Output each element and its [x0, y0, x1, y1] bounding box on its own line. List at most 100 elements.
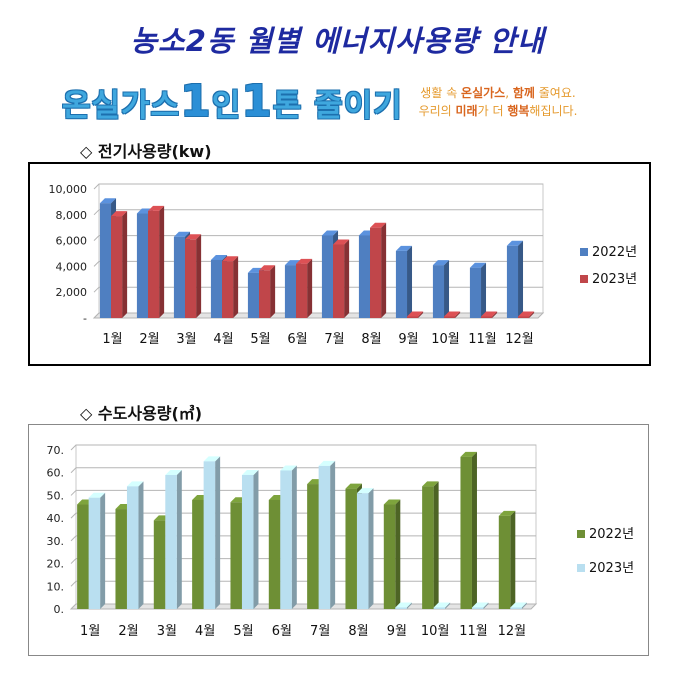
x-tick-label: 1월	[80, 624, 100, 639]
slogan-part: 인	[211, 88, 242, 124]
bar-series-a	[432, 260, 450, 318]
x-tick-label: 11월	[468, 332, 497, 347]
y-tick-label: 60.	[47, 467, 65, 480]
bar-series-b	[222, 256, 239, 318]
x-tick-label: 5월	[233, 624, 253, 639]
y-tick-label: 2,000	[56, 286, 88, 299]
bar-series-b	[444, 311, 461, 318]
water-chart-panel: 0. 10. 20. 30. 40. 50. 60. 70. 1월 2월 3월 4월 5월 6월 7월 8월 9…	[28, 424, 649, 656]
bar-series-b	[471, 602, 489, 609]
legend-label: 2023년	[592, 272, 637, 287]
gridline-side	[93, 183, 100, 190]
electric-chart-panel: - 2,000 4,000 6,000 8,000 10,000 1월 2월 3월 4월 5월 6월 7…	[28, 162, 651, 366]
x-tick-label: 9월	[387, 624, 407, 639]
bar-series-b	[518, 311, 535, 318]
y-tick-label: 4,000	[56, 260, 88, 273]
subtext-line-2: 우리의 미래가 더 행복해집니다.	[418, 104, 578, 118]
x-tick-label: 1월	[102, 332, 122, 347]
bar-series-b	[356, 488, 374, 609]
bar-series-b	[395, 602, 412, 609]
slogan-part: 톤 줄이기	[272, 88, 403, 124]
bar-series-b	[370, 222, 387, 318]
x-tick-label: 3월	[157, 624, 177, 639]
bar-series-a	[422, 481, 439, 609]
x-tick-label: 12월	[505, 332, 534, 347]
legend-swatch	[577, 530, 585, 538]
bar-series-b	[126, 481, 144, 609]
page-title: 농소2동 월별 에너지사용량 안내	[130, 24, 545, 58]
bar-series-b	[333, 239, 350, 318]
bar-series-b	[165, 469, 182, 609]
x-tick-label: 10월	[421, 624, 450, 639]
bar-series-b	[185, 234, 202, 318]
gridline-side	[70, 535, 77, 542]
bar-series-a	[469, 262, 487, 318]
bar-series-a	[498, 510, 516, 609]
slogan-part: 온실가스	[62, 88, 181, 124]
x-tick-label: 2월	[139, 332, 159, 347]
plot-area	[75, 444, 537, 605]
gridline-side	[70, 558, 77, 564]
y-tick-label: 0.	[54, 603, 65, 616]
x-tick-label: 9월	[398, 332, 418, 347]
y-tick-label: -	[83, 312, 87, 325]
x-tick-label: 11월	[459, 624, 488, 639]
bar-series-b	[280, 465, 297, 609]
legend-label: 2023년	[589, 561, 634, 576]
chart-floor	[92, 312, 545, 319]
bar-series-b	[433, 602, 451, 609]
x-tick-label: 4월	[195, 624, 215, 639]
y-tick-label: 30.	[47, 535, 65, 548]
bar-series-b	[148, 205, 165, 318]
bar-series-a	[383, 499, 401, 609]
y-tick-label: 20.	[47, 558, 65, 571]
subtext-line-1: 생활 속 온실가스, 함께 줄여요.	[420, 86, 576, 100]
slogan-number: 1	[180, 76, 212, 127]
y-tick-label: 6,000	[56, 235, 88, 248]
x-tick-label: 6월	[272, 624, 292, 639]
gridline-side	[70, 467, 77, 474]
gridline-side	[70, 512, 77, 519]
legend-label: 2022년	[592, 245, 637, 260]
gridline-side	[70, 490, 77, 496]
gridline-side	[93, 209, 100, 216]
legend-swatch	[580, 275, 588, 283]
x-tick-label: 4월	[213, 332, 233, 347]
bar-series-b	[510, 602, 527, 609]
slogan-logo: 온실가스1인1톤 줄이기	[62, 76, 403, 127]
x-tick-label: 8월	[361, 332, 381, 347]
electric-chart: - 2,000 4,000 6,000 8,000 10,000 1월 2월 3월 4월 5월 6월 7…	[49, 183, 638, 347]
bar-series-b	[318, 460, 336, 609]
bar-series-b	[88, 492, 106, 609]
y-tick-label: 10,000	[49, 183, 88, 196]
x-tick-label: 12월	[498, 624, 527, 639]
bar-series-a	[395, 245, 413, 318]
legend-swatch	[577, 564, 585, 572]
slogan-number: 1	[241, 76, 273, 127]
x-tick-label: 3월	[176, 332, 196, 347]
chart-floor	[69, 603, 538, 610]
bar-series-b	[111, 211, 128, 318]
gridline-side	[70, 444, 77, 451]
bar-series-b	[296, 258, 313, 318]
y-tick-label: 8,000	[56, 209, 88, 222]
bar-series-b	[407, 311, 424, 318]
x-tick-label: 8월	[348, 624, 368, 639]
gridline-side	[93, 286, 100, 293]
bar-series-b	[481, 311, 498, 318]
slogan-subtext: 생활 속 온실가스, 함께 줄여요. 우리의 미래가 더 행복해집니다.	[398, 84, 598, 120]
y-tick-label: 50.	[47, 489, 65, 502]
x-tick-label: 10월	[431, 332, 460, 347]
y-tick-label: 10.	[47, 580, 65, 593]
y-tick-label: 40.	[47, 512, 65, 525]
x-tick-label: 7월	[310, 624, 330, 639]
gridline-side	[93, 261, 100, 267]
y-tick-label: 70.	[47, 444, 65, 457]
gridline-side	[70, 580, 77, 587]
legend-label: 2022년	[589, 527, 634, 542]
bar-series-a	[460, 451, 477, 609]
water-chart: 0. 10. 20. 30. 40. 50. 60. 70. 1월 2월 3월 4월 5월 6월 7월 8월 9…	[47, 444, 635, 639]
legend-swatch	[580, 248, 588, 256]
electric-section-title: ◇ 전기사용량(kw)	[80, 142, 212, 161]
x-tick-label: 2월	[118, 624, 138, 639]
